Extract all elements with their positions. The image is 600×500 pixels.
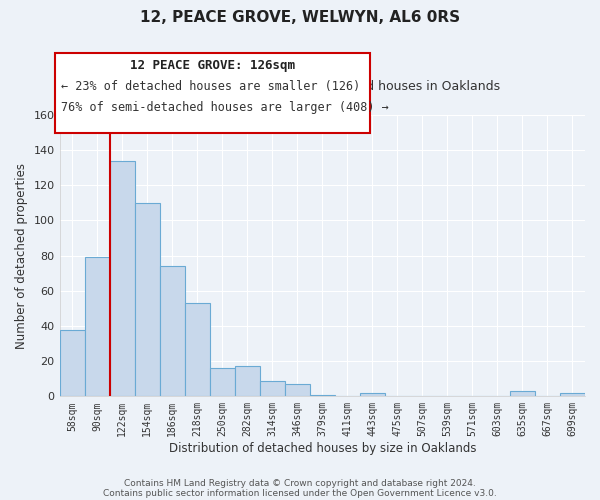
Bar	[160, 266, 185, 396]
Bar	[510, 391, 535, 396]
Bar	[185, 303, 209, 396]
Text: Contains public sector information licensed under the Open Government Licence v3: Contains public sector information licen…	[103, 488, 497, 498]
Bar	[235, 366, 260, 396]
Bar	[59, 330, 85, 396]
Bar	[110, 160, 134, 396]
Y-axis label: Number of detached properties: Number of detached properties	[15, 162, 28, 348]
Bar	[310, 394, 335, 396]
Text: ← 23% of detached houses are smaller (126): ← 23% of detached houses are smaller (12…	[61, 80, 361, 93]
Bar	[560, 393, 585, 396]
Title: Size of property relative to detached houses in Oaklands: Size of property relative to detached ho…	[144, 80, 500, 93]
Bar	[285, 384, 310, 396]
Bar	[85, 258, 110, 396]
Bar	[209, 368, 235, 396]
Bar	[134, 203, 160, 396]
Text: Contains HM Land Registry data © Crown copyright and database right 2024.: Contains HM Land Registry data © Crown c…	[124, 478, 476, 488]
Bar	[360, 393, 385, 396]
Text: 12 PEACE GROVE: 126sqm: 12 PEACE GROVE: 126sqm	[130, 58, 295, 71]
Text: 76% of semi-detached houses are larger (408) →: 76% of semi-detached houses are larger (…	[61, 102, 389, 114]
Text: 12, PEACE GROVE, WELWYN, AL6 0RS: 12, PEACE GROVE, WELWYN, AL6 0RS	[140, 10, 460, 25]
X-axis label: Distribution of detached houses by size in Oaklands: Distribution of detached houses by size …	[169, 442, 476, 455]
Bar	[260, 380, 285, 396]
